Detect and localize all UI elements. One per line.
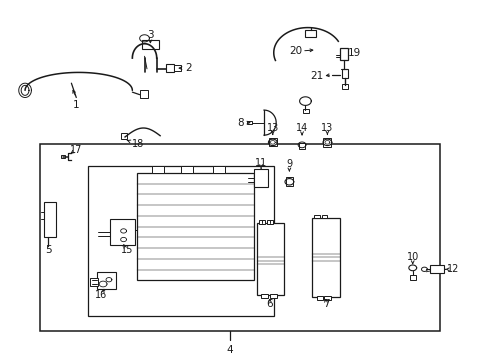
Bar: [341, 69, 347, 78]
Bar: [88, 166, 273, 316]
Text: 21: 21: [309, 71, 323, 81]
Text: 19: 19: [347, 48, 360, 58]
Bar: [174, 65, 181, 71]
Text: 15: 15: [121, 245, 133, 255]
Text: 11: 11: [254, 158, 266, 168]
Bar: [110, 220, 135, 244]
Text: 10: 10: [406, 252, 418, 262]
Text: 2: 2: [185, 63, 191, 73]
Bar: [429, 265, 444, 273]
Text: 16: 16: [94, 291, 106, 301]
Bar: [43, 202, 56, 237]
Text: 14: 14: [295, 123, 307, 133]
Bar: [269, 294, 276, 298]
Bar: [323, 138, 330, 147]
Bar: [311, 218, 339, 297]
Bar: [137, 173, 254, 280]
Bar: [409, 275, 415, 280]
Text: 3: 3: [147, 30, 153, 40]
Text: 4: 4: [226, 345, 233, 355]
Bar: [152, 166, 163, 173]
Bar: [321, 215, 327, 219]
Bar: [61, 155, 65, 158]
Bar: [285, 177, 293, 186]
Bar: [259, 220, 264, 224]
Bar: [97, 272, 116, 289]
Bar: [140, 90, 148, 98]
Bar: [246, 121, 251, 125]
Bar: [181, 166, 193, 173]
Bar: [316, 296, 323, 300]
Bar: [302, 109, 308, 113]
Text: 8: 8: [237, 118, 244, 128]
Bar: [305, 30, 316, 37]
Text: 13: 13: [321, 123, 333, 133]
Text: 18: 18: [132, 139, 144, 149]
Text: 9: 9: [285, 159, 292, 169]
Bar: [299, 143, 305, 149]
Text: 17: 17: [70, 144, 82, 154]
Bar: [121, 133, 127, 139]
Bar: [339, 48, 347, 60]
Bar: [40, 144, 439, 330]
Bar: [90, 278, 98, 286]
Bar: [268, 138, 276, 146]
Text: 5: 5: [45, 245, 52, 255]
Text: 13: 13: [266, 123, 278, 133]
Bar: [324, 296, 330, 300]
Bar: [256, 223, 283, 295]
Bar: [254, 169, 267, 187]
Bar: [212, 166, 224, 173]
Bar: [142, 40, 159, 49]
Bar: [313, 215, 319, 219]
Bar: [166, 64, 174, 72]
Bar: [341, 84, 347, 89]
Text: 20: 20: [288, 46, 302, 56]
Bar: [267, 220, 273, 224]
Bar: [261, 294, 267, 298]
Text: 6: 6: [266, 299, 273, 309]
Text: 12: 12: [446, 264, 458, 274]
Text: 7: 7: [322, 299, 328, 309]
Text: 1: 1: [73, 100, 80, 110]
